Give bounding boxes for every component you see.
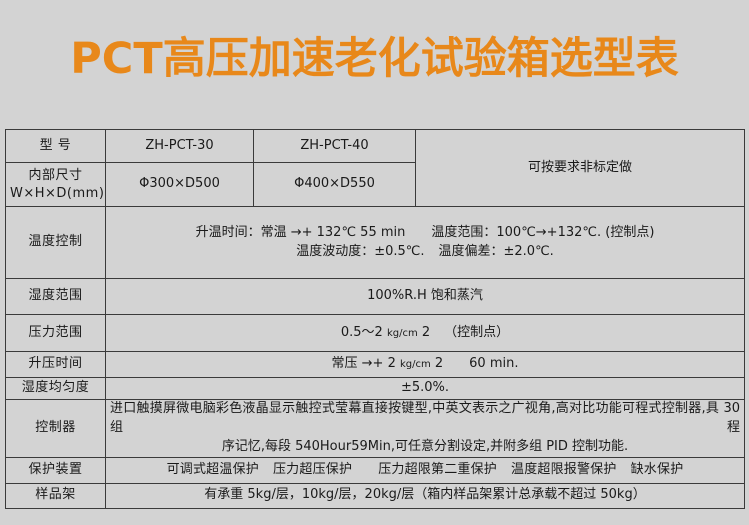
temperature-heat-time: 升温时间：常温 →+ 132℃ 55 min: [195, 224, 406, 240]
table-row-temperature: 温度控制 升温时间：常温 →+ 132℃ 55 min 温度范围：100℃→+13…: [5, 206, 745, 279]
protection-item-2: 压力超限第二重保护: [378, 461, 497, 477]
specification-table: 型 号 ZH-PCT-30 ZH-PCT-40 可按要求非标定做 内部尺寸 W×…: [5, 129, 745, 509]
controller-line-2: 序记忆,每段 540Hour59Min,可任意分割设定,并附多组 PID 控制功…: [221, 438, 629, 454]
cell-pressure-time: 常压 →+ 2 kg/cm 2 60 min.: [105, 351, 745, 378]
temperature-range: 温度范围：100℃→+132℃. (控制点): [431, 224, 655, 240]
protection-item-0: 可调式超温保护: [166, 461, 259, 477]
protection-item-1: 压力超压保护: [272, 461, 353, 477]
row-label-inner-size-line1: 内部尺寸: [28, 167, 83, 183]
protection-item-3: 温度超限报警保护: [511, 461, 617, 477]
cell-humidity-range: 100%R.H 饱和蒸汽: [105, 278, 745, 315]
cell-controller: 进口触摸屏微电脑彩色液晶显示触控式莹幕直接按键型,中英文表示之广视角,高对比功能…: [105, 399, 745, 458]
table-row-protection: 保护装置 可调式超温保护 压力超压保护 压力超限第二重保护 温度超限报警保护 缺水保护: [5, 456, 745, 484]
pressure-range-exp: 2: [417, 324, 431, 340]
pressure-time-exp: 2: [430, 356, 444, 372]
row-label-inner-size-line2: W×H×D(mm): [10, 185, 105, 201]
table-row-model: 型 号 ZH-PCT-30 ZH-PCT-40 可按要求非标定做: [5, 129, 745, 207]
cell-temperature-control: 升温时间：常温 →+ 132℃ 55 min 温度范围：100℃→+132℃. (…: [105, 206, 745, 279]
row-label-sample-rack: 样品架: [5, 482, 106, 509]
cell-sample-rack: 有承重 5kg/层，10kg/层，20kg/层（箱内样品架累计总承载不超过 50…: [105, 482, 745, 509]
cell-humidity-uniformity: ±5.0%.: [105, 377, 745, 400]
cell-protection-devices: 可调式超温保护 压力超压保护 压力超限第二重保护 温度超限报警保护 缺水保护: [105, 456, 745, 484]
row-label-inner-size: 内部尺寸 W×H×D(mm): [5, 162, 106, 207]
temperature-deviation: 温度偏差：±2.0℃.: [438, 243, 554, 259]
row-label-protection: 保护装置: [5, 456, 106, 484]
table-row-pressure-time: 升压时间 常压 →+ 2 kg/cm 2 60 min.: [5, 351, 745, 378]
cell-pressure-range: 0.5～2 kg/cm 2 （控制点）: [105, 314, 745, 352]
pressure-range-unit: kg/cm: [386, 327, 418, 339]
temperature-fluctuation: 温度波动度：±0.5℃.: [296, 243, 425, 259]
cell-inner-size-40: Φ400×D550: [253, 162, 416, 207]
pressure-range-control-point: （控制点）: [444, 324, 510, 340]
table-row-pressure-range: 压力范围 0.5～2 kg/cm 2 （控制点）: [5, 314, 745, 352]
row-label-humidity-range: 湿度范围: [5, 278, 106, 315]
table-row-inner-size: 内部尺寸 W×H×D(mm) Φ300×D500 Φ400×D550: [5, 162, 745, 207]
table-row-humidity-range: 湿度范围 100%R.H 饱和蒸汽: [5, 278, 745, 315]
controller-line-1: 进口触摸屏微电脑彩色液晶显示触控式莹幕直接按键型,中英文表示之广视角,高对比功能…: [110, 401, 740, 435]
pressure-time-duration: 60 min.: [469, 356, 519, 372]
cell-custom-order-note: 可按要求非标定做: [415, 129, 745, 207]
row-label-temperature: 温度控制: [5, 206, 106, 279]
cell-model-zh-pct-30: ZH-PCT-30: [105, 129, 254, 163]
pressure-time-value: 常压 →+ 2: [331, 356, 400, 372]
cell-model-zh-pct-40: ZH-PCT-40: [253, 129, 416, 163]
table-row-controller: 控制器 进口触摸屏微电脑彩色液晶显示触控式莹幕直接按键型,中英文表示之广视角,高…: [5, 399, 745, 458]
row-label-controller: 控制器: [5, 399, 106, 458]
pressure-time-unit: kg/cm: [399, 359, 431, 371]
row-label-humidity-uniformity: 湿度均匀度: [5, 377, 106, 400]
table-row-sample-rack: 样品架 有承重 5kg/层，10kg/层，20kg/层（箱内样品架累计总承载不超…: [5, 482, 745, 509]
row-label-pressure-range: 压力范围: [5, 314, 106, 352]
pressure-range-value: 0.5～2: [340, 324, 387, 340]
page-title: PCT高压加速老化试验箱选型表: [70, 34, 679, 84]
row-label-pressure-time: 升压时间: [5, 351, 106, 378]
protection-item-4: 缺水保护: [630, 461, 684, 477]
row-label-model: 型 号: [5, 129, 106, 163]
table-row-humidity-uniformity: 湿度均匀度 ±5.0%.: [5, 377, 745, 400]
cell-inner-size-30: Φ300×D500: [105, 162, 254, 207]
